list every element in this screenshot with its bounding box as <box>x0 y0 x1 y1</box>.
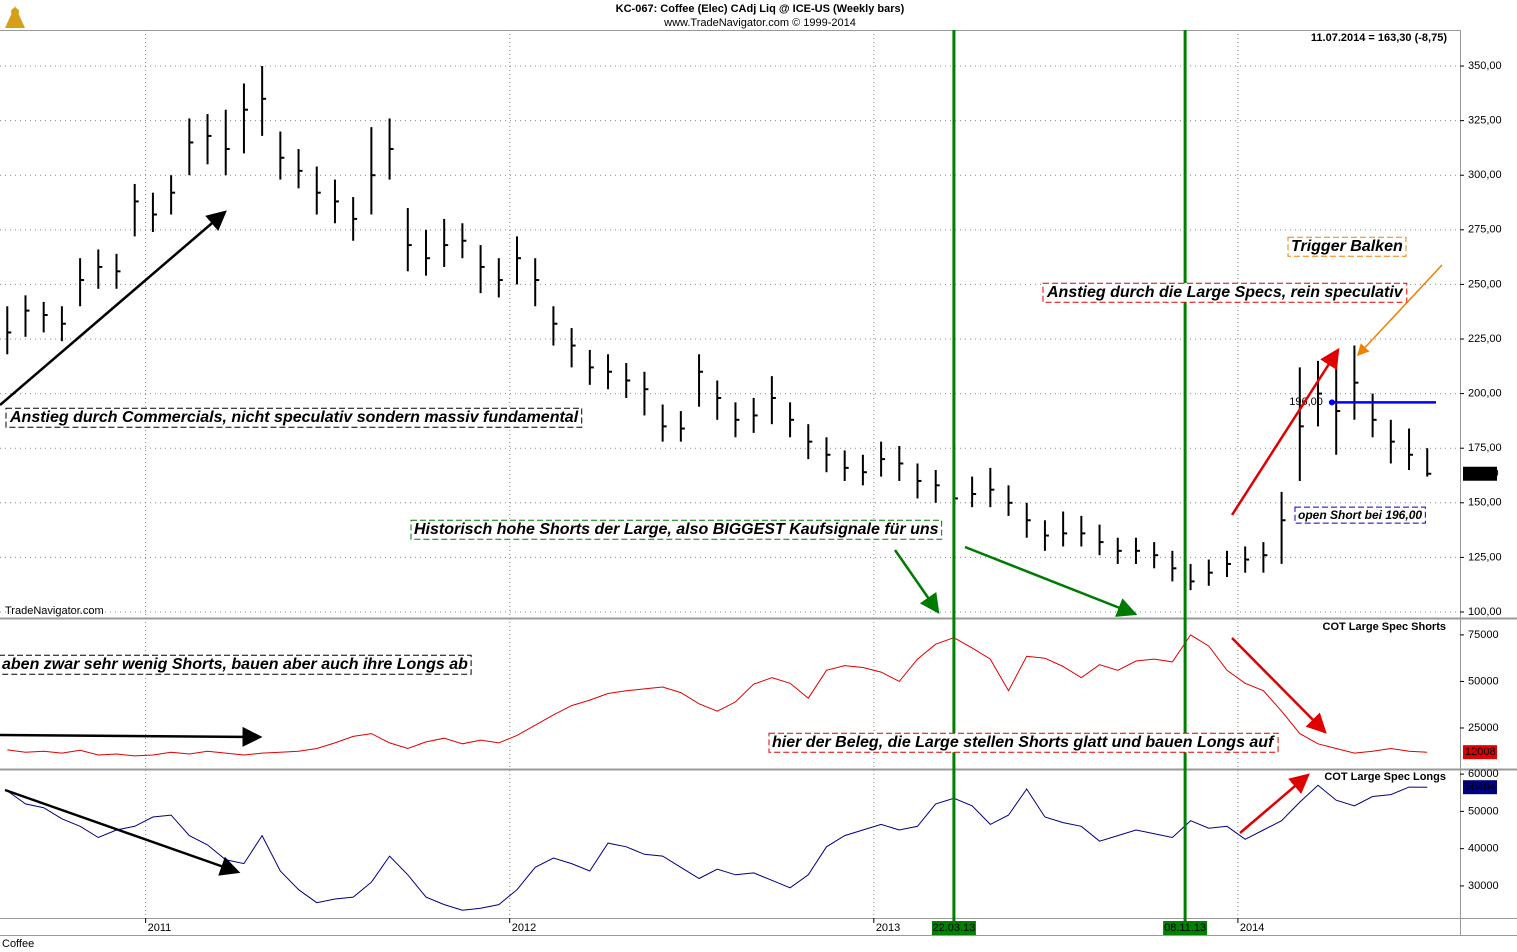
y-tick-label: 225,00 <box>1468 333 1502 345</box>
annotation-box <box>1042 282 1408 303</box>
marker-label: 08.11.13 <box>1164 922 1206 934</box>
arrows <box>0 210 1443 876</box>
subtitle: www.TradeNavigator.com © 1999-2014 <box>663 17 856 29</box>
x-tick-label: 2012 <box>512 922 536 934</box>
y-tick-label: 200,00 <box>1468 388 1502 400</box>
x-tick-label: 2013 <box>876 922 900 934</box>
y-tick-label: 100,00 <box>1468 606 1502 618</box>
level-label: 196,00 <box>1289 396 1323 408</box>
cot-line <box>7 784 1428 911</box>
annotation-box <box>1287 236 1407 257</box>
panel-title: COT Large Spec Longs <box>1324 771 1446 783</box>
level-dot <box>1328 399 1335 406</box>
y-tick-label: 350,00 <box>1468 60 1502 72</box>
last-value-box <box>1463 745 1497 760</box>
watermark: TradeNavigator.com <box>5 605 104 617</box>
cot-line <box>7 634 1428 757</box>
panel-title: COT Large Spec Shorts <box>1323 621 1446 633</box>
y-tick-label: 40000 <box>1468 843 1499 855</box>
last-price-box <box>1463 466 1497 481</box>
y-tick-label: 175,00 <box>1468 442 1502 454</box>
y-tick-label: 325,00 <box>1468 115 1502 127</box>
last-price-label: 163,30 <box>1465 468 1499 480</box>
title: KC-067: Coffee (Elec) CAdj Liq @ ICE-US … <box>616 3 905 15</box>
y-tick-label: 75000 <box>1468 629 1499 641</box>
annotation-box <box>5 407 583 428</box>
last-quote: 11.07.2014 = 163,30 (-8,75) <box>1311 32 1447 44</box>
marker-label-box <box>931 921 976 935</box>
y-tick-label: 125,00 <box>1468 551 1502 563</box>
x-tick-label: 2014 <box>1240 922 1264 934</box>
y-tick-label: 50000 <box>1468 805 1499 817</box>
annotation: Anstieg durch die Large Specs, rein spec… <box>1046 284 1404 301</box>
annotation-box <box>0 654 472 675</box>
y-tick-label: 30000 <box>1468 880 1499 892</box>
annotation-box <box>1294 506 1426 524</box>
footer: Coffee <box>2 938 34 950</box>
last-value-label: 12008 <box>1465 746 1496 758</box>
annotation: Historisch hohe Shorts der Large, also B… <box>414 521 939 538</box>
annotation-box <box>768 732 1279 753</box>
y-tick-label: 275,00 <box>1468 224 1502 236</box>
annotation: aben zwar sehr wenig Shorts, bauen aber … <box>2 656 468 673</box>
annotation-box <box>410 519 943 540</box>
y-tick-label: 25000 <box>1468 722 1499 734</box>
annotation: open Short bei 196,00 <box>1298 508 1422 522</box>
annotation: Trigger Balken <box>1291 238 1403 255</box>
last-value-label: 56484 <box>1465 781 1496 793</box>
y-tick-label: 250,00 <box>1468 278 1502 290</box>
y-tick-label: 50000 <box>1468 675 1499 687</box>
marker-label: 22.03.13 <box>933 922 976 934</box>
y-tick-label: 150,00 <box>1468 497 1502 509</box>
x-tick-label: 2011 <box>148 922 172 934</box>
y-tick-label: 60000 <box>1468 768 1499 780</box>
logo <box>5 6 25 28</box>
y-tick-label: 300,00 <box>1468 169 1502 181</box>
annotation: Anstieg durch Commercials, nicht specula… <box>9 409 579 426</box>
annotation: hier der Beleg, die Large stellen Shorts… <box>772 734 1275 751</box>
frame <box>0 30 1517 936</box>
marker-label-box <box>1163 921 1208 935</box>
last-value-box <box>1463 780 1497 795</box>
